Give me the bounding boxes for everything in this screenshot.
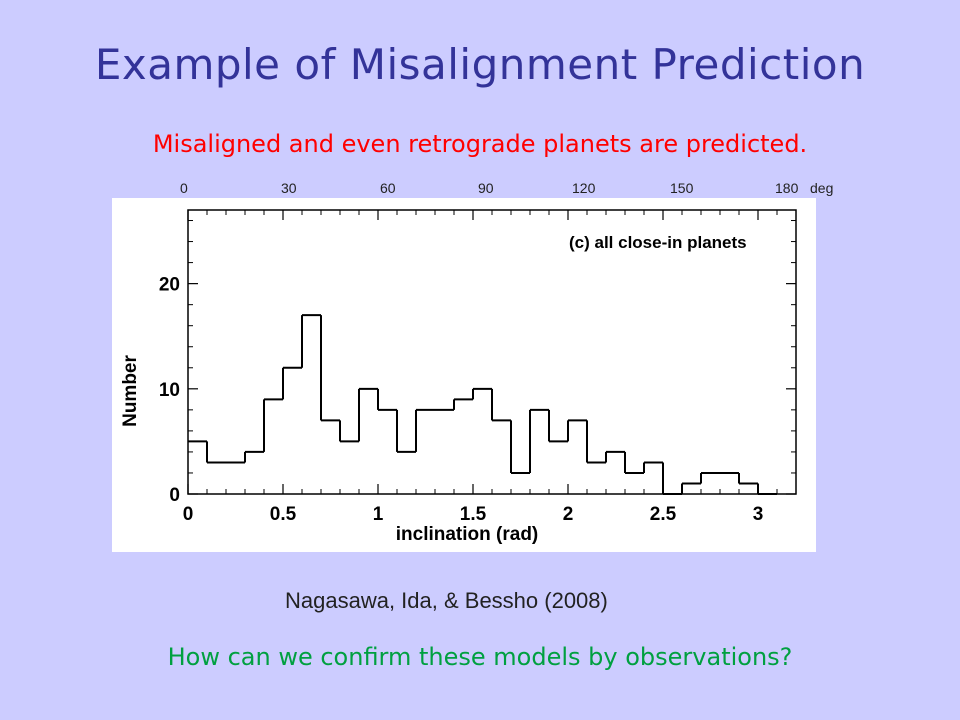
histogram-bin	[681, 482, 701, 494]
degree-tick-label: 120	[572, 180, 596, 196]
histogram-bin	[605, 450, 625, 463]
histogram-bin	[472, 387, 492, 400]
closing-question: How can we confirm these models by obser…	[167, 643, 793, 671]
histogram-bin	[320, 315, 340, 422]
histogram-bin	[301, 314, 321, 368]
histogram-bin	[510, 420, 530, 474]
chart-background	[112, 198, 816, 552]
x-tick-label: 0.5	[270, 504, 297, 525]
degree-tick-label: 90	[478, 180, 494, 196]
histogram-bin	[415, 408, 435, 452]
histogram-bin	[377, 388, 397, 411]
histogram-bin	[339, 420, 359, 443]
x-tick-label: 2	[563, 504, 574, 525]
histogram-bin	[662, 462, 682, 495]
histogram-bin	[700, 471, 720, 484]
histogram-bin	[529, 408, 549, 473]
degree-tick-label: 60	[380, 180, 396, 196]
degree-tick-label: 30	[281, 180, 297, 196]
x-tick-label: 1.5	[460, 504, 487, 525]
y-tick-label: 20	[159, 275, 180, 296]
histogram-bin	[757, 483, 777, 495]
chart-annotation: (c) all close-in planets	[569, 233, 747, 252]
histogram-bin	[206, 441, 226, 464]
degree-unit-label: deg	[810, 180, 834, 196]
histogram-bin	[567, 419, 587, 442]
x-tick-label: 0	[183, 504, 194, 525]
histogram-chart: 0 0.5 1 1.5 2 2.5 3 0 10 20 (c) all close-in plan…	[112, 198, 816, 552]
histogram-bin	[643, 461, 663, 473]
histogram-bin	[244, 450, 264, 463]
degree-tick-label: 0	[180, 180, 188, 196]
histogram-bin	[548, 409, 568, 443]
histogram-bin	[624, 451, 644, 474]
slide-title: Example of Misalignment Prediction	[94, 40, 866, 89]
y-tick-label: 0	[169, 485, 180, 506]
y-axis-label: Number	[120, 355, 141, 427]
degree-tick-label: 150	[670, 180, 694, 196]
x-tick-label: 3	[753, 504, 764, 525]
degree-tick-label: 180	[775, 180, 799, 196]
histogram-bin	[282, 366, 302, 400]
histogram-bin	[491, 388, 511, 422]
slide-subtitle: Misaligned and even retrograde planets a…	[152, 130, 808, 158]
histogram-bin	[738, 472, 758, 485]
x-tick-label: 2.5	[650, 504, 677, 525]
histogram-bin	[358, 387, 378, 442]
histogram-bin	[453, 398, 473, 410]
x-tick-label: 1	[373, 504, 384, 525]
citation: Nagasawa, Ida, & Bessho (2008)	[285, 588, 608, 613]
histogram-bin	[396, 409, 416, 453]
histogram-bin	[586, 420, 606, 464]
histogram-bin	[263, 398, 283, 452]
x-axis-label: inclination (rad)	[396, 524, 539, 545]
y-tick-label: 10	[159, 380, 180, 401]
